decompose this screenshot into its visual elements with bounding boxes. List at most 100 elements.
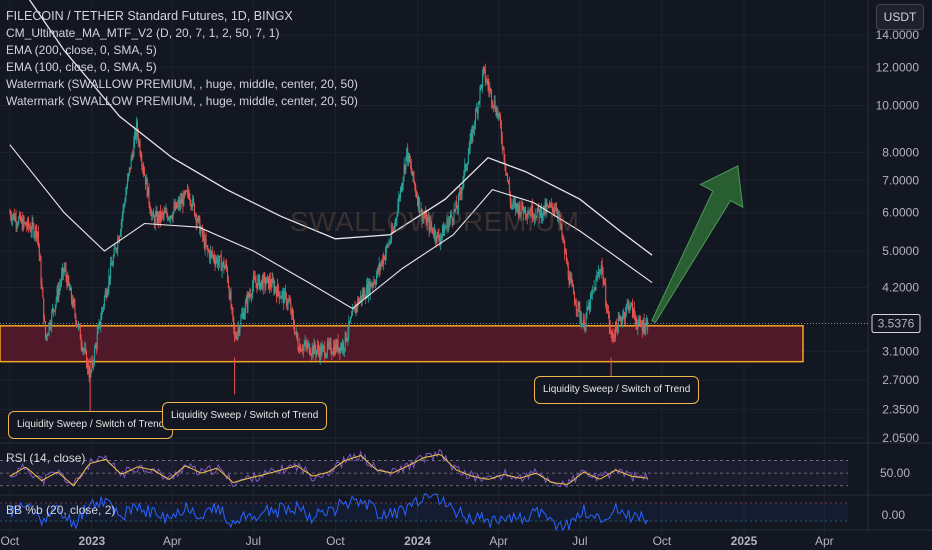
candle-body	[105, 291, 107, 298]
candle-body	[363, 290, 365, 297]
candle-body	[582, 324, 584, 327]
candle-body	[227, 280, 229, 288]
candle-body	[334, 343, 336, 355]
candle-body	[263, 275, 265, 277]
candle-body	[529, 211, 531, 214]
annotation-callout-1[interactable]: Liquidity Sweep / Switch of Trend	[8, 411, 174, 439]
candle-body	[516, 203, 518, 207]
candle-body	[158, 213, 160, 222]
candle-body	[541, 215, 543, 219]
candle-body	[492, 105, 494, 107]
candle-body	[174, 205, 176, 210]
candle-body	[408, 153, 410, 162]
candle-body	[328, 342, 330, 346]
candle-body	[353, 307, 355, 310]
candle-body	[288, 300, 290, 302]
currency-button[interactable]: USDT	[876, 4, 924, 30]
candle-body	[527, 213, 529, 217]
candle-body	[123, 204, 125, 207]
candle-body	[560, 224, 562, 226]
candle-body	[133, 141, 135, 157]
indicator-label-1[interactable]: CM_Ultimate_MA_MTF_V2 (D, 20, 7, 1, 2, 5…	[6, 26, 280, 40]
indicator-label-5[interactable]: Watermark (SWALLOW PREMIUM, , huge, midd…	[6, 94, 358, 108]
candle-body	[404, 165, 406, 170]
candle-body	[537, 205, 539, 212]
candle-body	[416, 193, 418, 197]
candle-body	[615, 322, 617, 338]
annotation-callout-2[interactable]: Liquidity Sweep / Switch of Trend	[162, 402, 328, 430]
time-tick-label: Apr	[489, 534, 508, 548]
candle-body	[22, 218, 24, 230]
candle-body	[36, 226, 38, 238]
candle-body	[312, 346, 314, 355]
rsi-label[interactable]: RSI (14, close)	[6, 451, 86, 465]
candle-body	[511, 205, 513, 207]
candle-body	[324, 346, 326, 358]
candle-body	[314, 342, 316, 350]
candle-body	[20, 214, 22, 222]
bb-label[interactable]: BB %b (20, close, 2)	[6, 503, 116, 517]
candle-body	[219, 255, 221, 257]
candle-body	[38, 243, 40, 256]
candle-body	[28, 226, 30, 228]
candle-body	[552, 207, 554, 212]
candle-body	[546, 205, 548, 212]
candle-body	[144, 175, 146, 185]
candle-body	[93, 362, 95, 365]
candle-body	[181, 198, 183, 204]
candle-body	[611, 333, 613, 336]
candle-body	[569, 277, 571, 285]
candle-body	[445, 226, 447, 228]
candle-body	[392, 229, 394, 233]
candle-body	[137, 134, 139, 143]
candle-body	[615, 322, 617, 328]
candle-body	[87, 361, 89, 373]
candle-body	[462, 181, 464, 187]
candle-body	[231, 307, 233, 309]
candle-body	[598, 271, 600, 273]
candle-body	[350, 315, 352, 318]
candle-body	[636, 324, 638, 329]
candle-body	[24, 222, 26, 224]
candle-body	[221, 264, 223, 271]
candle-body	[44, 321, 46, 339]
candle-body	[580, 318, 582, 320]
candle-body	[39, 255, 41, 261]
candle-body	[146, 178, 148, 197]
candle-body	[304, 341, 306, 346]
candle-body	[68, 276, 70, 285]
candle-body	[17, 224, 19, 226]
candle-body	[487, 80, 489, 86]
candle-body	[588, 302, 590, 310]
indicator-label-2[interactable]: EMA (200, close, 0, SMA, 5)	[6, 43, 157, 57]
candle-body	[466, 166, 468, 170]
candle-body	[77, 324, 79, 327]
candle-body	[275, 286, 277, 291]
candle-body	[125, 193, 127, 202]
candle-body	[239, 325, 241, 333]
candle-body	[264, 276, 266, 287]
candle-body	[407, 147, 409, 162]
candle-body	[464, 164, 466, 171]
candle-body	[152, 213, 154, 215]
candle-body	[246, 298, 248, 308]
candle-body	[540, 207, 542, 219]
indicator-label-4[interactable]: Watermark (SWALLOW PREMIUM, , huge, midd…	[6, 77, 358, 91]
candle-body	[297, 339, 299, 350]
candle-body	[43, 297, 45, 321]
annotation-callout-3[interactable]: Liquidity Sweep / Switch of Trend	[534, 376, 700, 404]
candle-body	[160, 212, 162, 220]
candle-body	[273, 282, 275, 292]
candle-body	[309, 343, 311, 355]
candle-body	[472, 126, 474, 141]
candle-body	[206, 245, 208, 248]
candle-body	[601, 264, 603, 269]
candle-body	[229, 292, 231, 299]
candle-body	[191, 205, 193, 208]
candle-body	[372, 284, 374, 286]
candle-body	[384, 253, 386, 260]
indicator-label-3[interactable]: EMA (100, close, 0, SMA, 5)	[6, 60, 157, 74]
candle-body	[371, 284, 373, 287]
bb-line	[9, 493, 649, 532]
candle-body	[103, 296, 105, 306]
